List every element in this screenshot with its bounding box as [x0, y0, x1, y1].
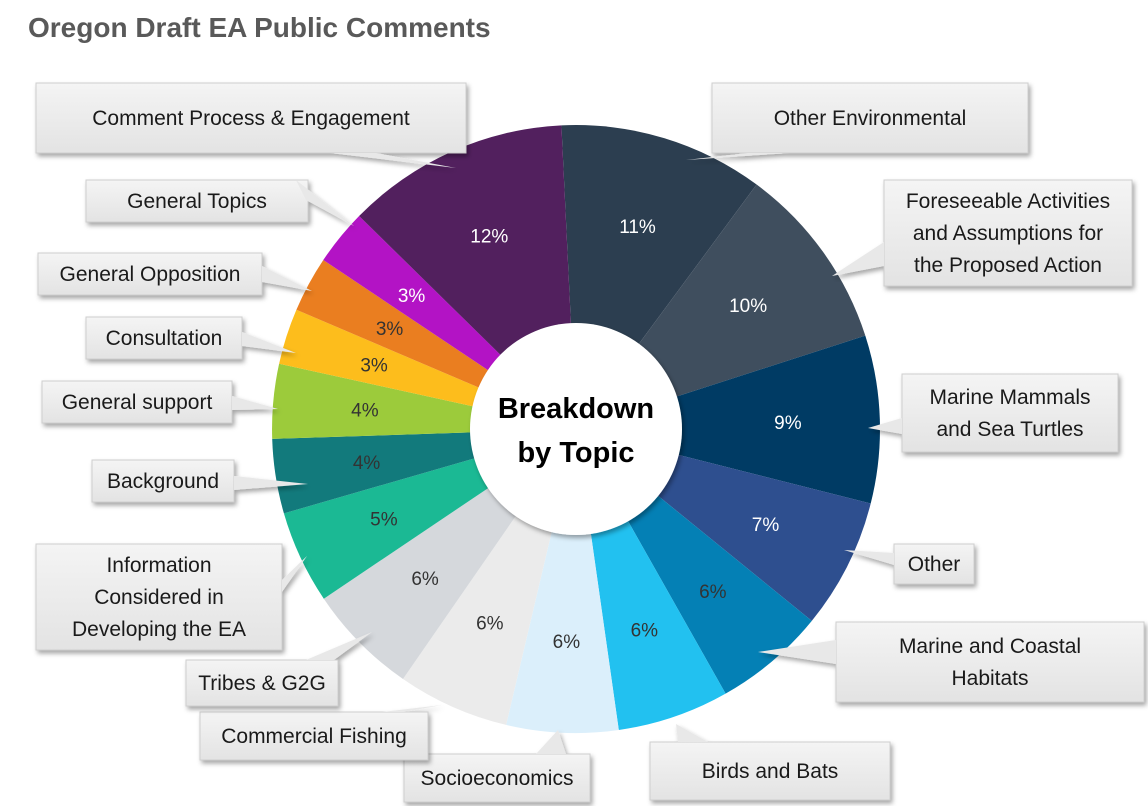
percent-label-marine-mammals-and-sea-turtles: 9%	[774, 413, 802, 434]
percent-label-foreseeable-activities-and-assumptions-for-the-proposed-action: 10%	[729, 296, 767, 317]
percent-label-commercial-fishing: 6%	[476, 614, 504, 635]
callout-socioeconomics	[403, 730, 591, 803]
chart-title: Oregon Draft EA Public Comments	[28, 12, 491, 43]
percent-label-background: 4%	[353, 453, 381, 474]
callout-general-topics	[85, 179, 354, 226]
callout-label-information-considered-in-developing-the-ea: Information Considered in Developing the E…	[72, 554, 246, 641]
callout-pointer	[262, 266, 312, 291]
callout-label-background: Background	[107, 470, 219, 493]
center-circle	[470, 323, 682, 535]
callout-pointer	[844, 550, 894, 565]
callout-box	[41, 380, 233, 424]
callout-general-opposition	[37, 252, 312, 296]
callout-pointer	[234, 476, 308, 490]
callout-pointer	[330, 153, 456, 168]
callout-pointer	[242, 332, 296, 353]
callout-box	[403, 753, 591, 803]
callout-pointer	[758, 640, 836, 664]
callout-commercial-fishing	[199, 705, 442, 761]
callout-comment-process-and-engagement	[35, 82, 467, 168]
slice-socioeconomics	[506, 429, 619, 734]
callout-background	[91, 459, 308, 503]
callout-box	[35, 543, 283, 651]
callout-label-general-opposition: General Opposition	[60, 263, 241, 286]
callout-pointer	[536, 730, 566, 754]
callout-label-marine-and-coastal-habitats: Marine and Coastal Habitats	[899, 635, 1081, 690]
callout-pointer	[282, 556, 307, 592]
callout-label-other-environmental: Other Environmental	[774, 107, 967, 130]
callout-label-tribes-and-g2g: Tribes & G2G	[198, 672, 326, 695]
callout-box	[91, 459, 235, 503]
percent-label-information-considered-in-developing-the-ea: 5%	[370, 510, 398, 531]
callout-foreseeable-activities-and-assumptions-for-the-proposed-action	[832, 179, 1133, 287]
callout-pointer	[868, 418, 902, 434]
callout-label-commercial-fishing: Commercial Fishing	[221, 725, 407, 748]
callout-label-general-support: General support	[62, 391, 213, 414]
percent-label-socioeconomics: 6%	[553, 632, 581, 653]
percent-label-other: 7%	[752, 515, 780, 536]
callout-pointer	[382, 705, 442, 712]
percent-label-marine-and-coastal-habitats: 6%	[699, 582, 727, 603]
callout-box	[649, 741, 891, 801]
callout-box	[85, 316, 243, 360]
callout-pointer	[296, 180, 354, 226]
callout-pointer	[676, 724, 708, 742]
callout-box	[835, 621, 1145, 703]
callout-birds-and-bats	[649, 724, 891, 801]
percent-label-consultation: 3%	[360, 355, 388, 376]
callout-label-marine-mammals-and-sea-turtles: Marine Mammals and Sea Turtles	[929, 386, 1090, 441]
callout-tribes-and-g2g	[185, 632, 372, 707]
center-hole: Breakdown by Topic	[470, 323, 682, 535]
callout-box	[883, 179, 1133, 287]
callout-label-comment-process-and-engagement: Comment Process & Engagement	[92, 107, 410, 130]
center-label-line-2: by Topic	[517, 437, 634, 469]
percent-label-comment-process-and-engagement: 12%	[470, 227, 508, 248]
callout-label-birds-and-bats: Birds and Bats	[702, 760, 839, 783]
slice-marine-mammals-and-sea-turtles	[576, 335, 880, 504]
callout-labels: Other Environmental Foreseeable Activitie…	[35, 82, 1145, 803]
callout-label-general-topics: General Topics	[127, 190, 267, 213]
percent-label-other-environmental: 11%	[619, 217, 656, 238]
callout-other	[844, 543, 975, 585]
callout-label-foreseeable-activities-and-assumptions-for-the-proposed-action: Foreseeable Activities and Assumptions fo…	[906, 190, 1110, 277]
callout-box	[199, 711, 429, 761]
callout-box	[901, 373, 1119, 453]
callout-consultation	[85, 316, 296, 360]
callout-box	[35, 82, 467, 154]
callout-marine-and-coastal-habitats	[758, 621, 1145, 703]
slice-percent-labels: 11% 10% 9% 7% 6% 6% 6% 6% 6% 5% 4% 4% 3% 3% 3% 12%	[351, 217, 802, 653]
percent-label-general-topics: 3%	[398, 286, 426, 307]
callout-box	[711, 82, 1029, 154]
callout-box	[37, 252, 263, 296]
percent-label-birds-and-bats: 6%	[631, 621, 659, 642]
callout-pointer	[232, 396, 278, 410]
callout-general-support	[41, 380, 278, 424]
percent-label-general-support: 4%	[351, 401, 379, 422]
callout-box	[185, 659, 339, 707]
percent-label-general-opposition: 3%	[376, 319, 404, 340]
percent-label-tribes-and-g2g: 6%	[411, 569, 439, 590]
center-label-line-1: Breakdown	[498, 393, 654, 425]
callout-pointer	[832, 242, 884, 276]
callout-label-consultation: Consultation	[106, 327, 223, 350]
callout-label-socioeconomics: Socioeconomics	[421, 767, 574, 790]
callout-other-environmental	[686, 82, 1029, 160]
callout-pointer	[686, 153, 790, 160]
callout-marine-mammals-and-sea-turtles	[868, 373, 1119, 453]
callout-pointer	[306, 632, 372, 660]
callout-information-considered-in-developing-the-ea	[35, 543, 307, 651]
callout-label-other: Other	[908, 553, 961, 576]
callout-box	[85, 179, 309, 223]
